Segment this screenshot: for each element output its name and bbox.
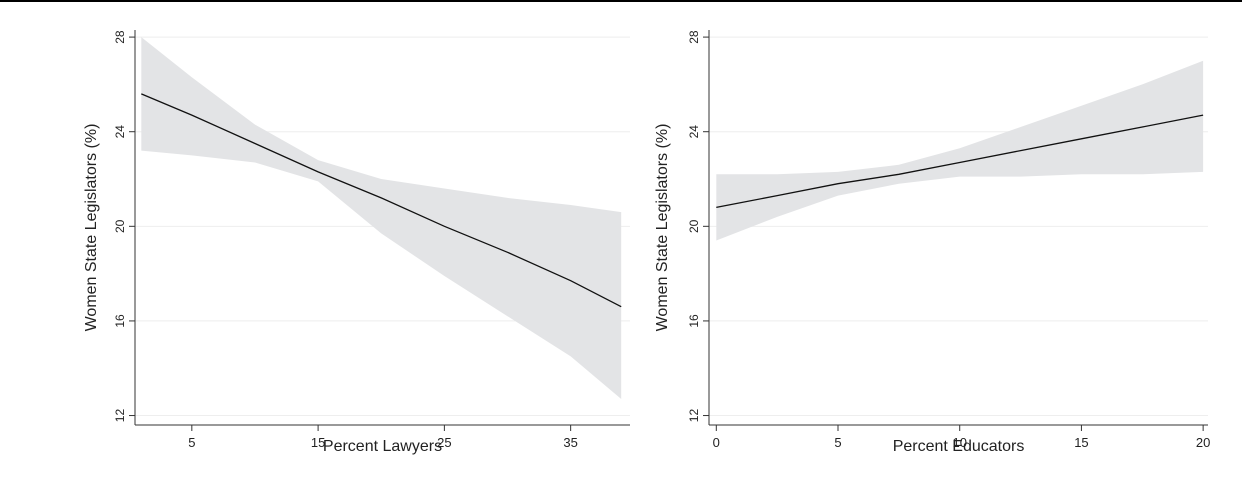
- y-tick-label: 24: [113, 125, 127, 139]
- x-tick-label: 5: [188, 435, 195, 450]
- x-tick-label: 15: [1074, 435, 1088, 450]
- x-axis-title: Percent Educators: [893, 438, 1025, 455]
- x-tick-label: 10: [952, 435, 966, 450]
- y-tick-label: 20: [687, 219, 701, 233]
- chart-lawyers: 12 16 20 24 28 5 15 25 35 Percent Lawyers Women St…: [83, 30, 630, 455]
- y-tick-label: 16: [687, 314, 701, 328]
- chart-educators: 12 16 20 24 28 0 5 10 15 20 Percent Educators Women…: [654, 30, 1210, 455]
- x-tick-label: 0: [713, 435, 720, 450]
- fitted-line: [141, 93, 622, 308]
- x-axis-title: Percent Lawyers: [323, 438, 442, 455]
- chart-panel-educators: 12 16 20 24 28 0 5 10 15 20 Percent Educators Women…: [630, 0, 1242, 488]
- y-axis-title: Women State Legislators (%): [83, 124, 100, 332]
- y-tick-label: 24: [687, 125, 701, 139]
- confidence-band: [716, 60, 1204, 241]
- top-rule: [0, 0, 1242, 2]
- x-tick-label: 20: [1196, 435, 1210, 450]
- y-axis-title: Women State Legislators (%): [654, 124, 671, 332]
- chart-panel-lawyers: 12 16 20 24 28 5 15 25 35 Percent Lawyers Women St…: [83, 30, 630, 455]
- x-tick-label: 25: [437, 435, 451, 450]
- x-tick-label: 35: [563, 435, 577, 450]
- y-tick-label: 12: [687, 409, 701, 423]
- x-tick-label: 15: [311, 435, 325, 450]
- x-tick-label: 5: [834, 435, 841, 450]
- confidence-band: [141, 37, 622, 399]
- y-tick-label: 12: [113, 409, 127, 423]
- y-tick-label: 28: [113, 30, 127, 44]
- y-tick-label: 16: [113, 314, 127, 328]
- y-tick-label: 20: [113, 219, 127, 233]
- fitted-line: [716, 114, 1204, 209]
- y-tick-label: 28: [687, 30, 701, 44]
